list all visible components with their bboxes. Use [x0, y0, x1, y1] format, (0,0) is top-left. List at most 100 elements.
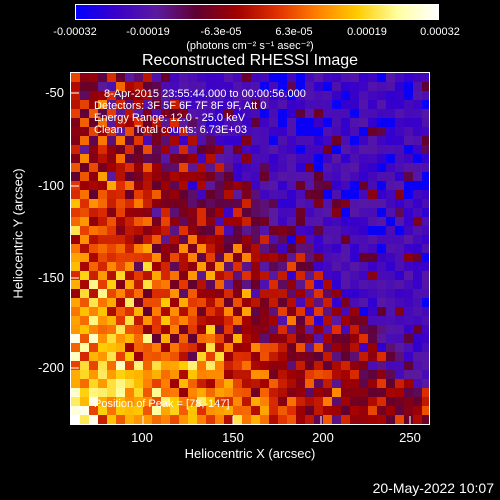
image-pixel — [404, 190, 413, 199]
image-pixel — [170, 208, 179, 217]
image-pixel — [395, 73, 404, 82]
image-pixel — [260, 226, 269, 235]
image-pixel — [305, 415, 314, 424]
image-pixel — [260, 298, 269, 307]
image-pixel — [278, 91, 287, 100]
image-pixel — [368, 118, 377, 127]
image-pixel — [125, 136, 134, 145]
image-pixel — [287, 145, 296, 154]
image-pixel — [296, 226, 305, 235]
image-pixel — [341, 280, 350, 289]
image-pixel — [242, 226, 251, 235]
image-pixel — [170, 388, 179, 397]
image-pixel — [80, 307, 89, 316]
image-pixel — [287, 370, 296, 379]
image-pixel — [80, 136, 89, 145]
image-pixel — [152, 109, 161, 118]
image-pixel — [314, 208, 323, 217]
image-pixel — [233, 208, 242, 217]
image-pixel — [179, 253, 188, 262]
image-pixel — [296, 262, 305, 271]
image-pixel — [179, 271, 188, 280]
image-pixel — [134, 289, 143, 298]
image-pixel — [404, 280, 413, 289]
image-pixel — [107, 145, 116, 154]
image-pixel — [287, 235, 296, 244]
image-pixel — [242, 406, 251, 415]
image-pixel — [80, 289, 89, 298]
image-pixel — [98, 262, 107, 271]
image-pixel — [260, 244, 269, 253]
image-pixel — [188, 154, 197, 163]
image-pixel — [152, 82, 161, 91]
image-pixel — [341, 136, 350, 145]
image-pixel — [161, 316, 170, 325]
image-pixel — [404, 163, 413, 172]
image-pixel — [170, 217, 179, 226]
image-pixel — [233, 379, 242, 388]
image-pixel — [161, 154, 170, 163]
image-pixel — [98, 172, 107, 181]
image-pixel — [242, 127, 251, 136]
image-pixel — [224, 298, 233, 307]
image-pixel — [278, 73, 287, 82]
image-pixel — [341, 307, 350, 316]
image-pixel — [80, 181, 89, 190]
image-pixel — [413, 127, 422, 136]
image-pixel — [296, 172, 305, 181]
image-pixel — [170, 127, 179, 136]
image-pixel — [161, 226, 170, 235]
image-pixel — [188, 73, 197, 82]
image-pixel — [359, 235, 368, 244]
image-pixel — [404, 109, 413, 118]
image-pixel — [224, 370, 233, 379]
image-pixel — [242, 289, 251, 298]
image-pixel — [215, 253, 224, 262]
image-pixel — [287, 253, 296, 262]
image-pixel — [143, 334, 152, 343]
image-pixel — [152, 352, 161, 361]
image-pixel — [215, 388, 224, 397]
image-pixel — [98, 370, 107, 379]
image-pixel — [269, 280, 278, 289]
image-pixel — [269, 325, 278, 334]
image-pixel — [242, 262, 251, 271]
image-pixel — [278, 406, 287, 415]
image-pixel — [314, 136, 323, 145]
image-pixel — [188, 208, 197, 217]
image-pixel — [323, 388, 332, 397]
image-pixel — [368, 100, 377, 109]
image-pixel — [332, 253, 341, 262]
timestamp: 20-May-2022 10:07 — [372, 480, 494, 496]
image-pixel — [296, 136, 305, 145]
image-pixel — [314, 307, 323, 316]
image-pixel — [233, 361, 242, 370]
image-pixel — [278, 253, 287, 262]
image-pixel — [89, 262, 98, 271]
image-pixel — [269, 91, 278, 100]
image-pixel — [233, 271, 242, 280]
image-pixel — [134, 415, 143, 424]
image-pixel — [233, 262, 242, 271]
image-pixel — [161, 307, 170, 316]
image-pixel — [323, 361, 332, 370]
image-pixel — [80, 217, 89, 226]
image-pixel — [143, 127, 152, 136]
image-pixel — [170, 415, 179, 424]
image-pixel — [296, 280, 305, 289]
image-pixel — [278, 316, 287, 325]
image-pixel — [224, 379, 233, 388]
image-pixel — [161, 163, 170, 172]
image-pixel — [341, 316, 350, 325]
image-pixel — [251, 361, 260, 370]
image-pixel — [170, 289, 179, 298]
image-pixel — [377, 262, 386, 271]
image-pixel — [116, 343, 125, 352]
image-pixel — [71, 118, 80, 127]
image-pixel — [107, 226, 116, 235]
image-pixel — [278, 334, 287, 343]
image-pixel — [143, 244, 152, 253]
image-pixel — [161, 334, 170, 343]
image-pixel — [206, 172, 215, 181]
image-pixel — [422, 262, 429, 271]
